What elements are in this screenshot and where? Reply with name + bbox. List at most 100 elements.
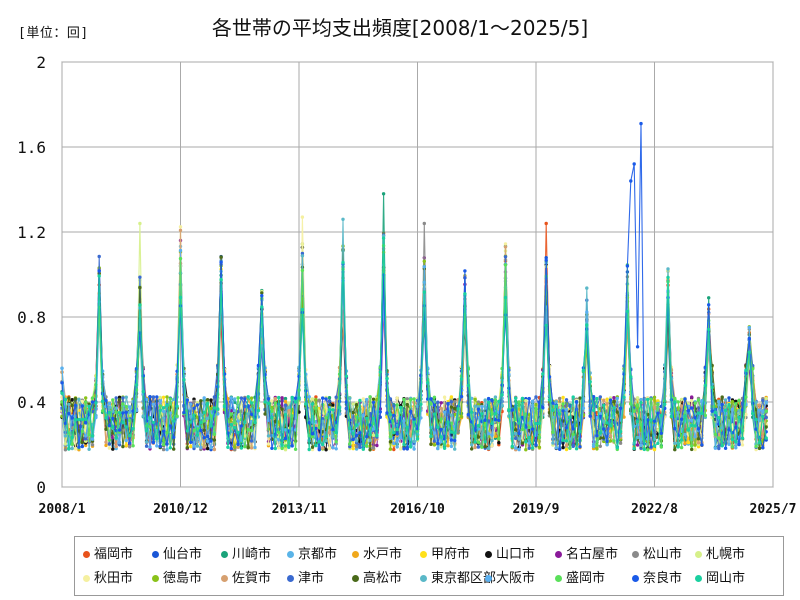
data-point <box>392 404 396 408</box>
data-point <box>754 444 758 449</box>
data-point <box>707 327 711 332</box>
data-point <box>70 416 74 420</box>
data-point <box>236 445 240 449</box>
data-point <box>189 420 193 424</box>
data-point <box>449 405 454 409</box>
legend-label: 秋田市 <box>94 571 134 586</box>
data-point <box>459 414 464 419</box>
data-point <box>727 442 731 446</box>
data-point <box>727 423 731 427</box>
data-point <box>94 415 98 420</box>
data-point <box>398 405 403 410</box>
data-point <box>212 432 217 436</box>
legend-marker <box>287 551 294 558</box>
data-point <box>564 439 569 443</box>
data-point <box>422 221 426 226</box>
y-tick-label: 0 <box>36 478 46 497</box>
data-point <box>229 412 233 416</box>
data-point <box>537 421 542 426</box>
data-point <box>456 430 460 435</box>
data-point <box>717 446 721 451</box>
legend-marker <box>632 575 639 582</box>
legend-label: 京都市 <box>298 547 338 562</box>
data-point <box>385 376 389 381</box>
data-point <box>178 225 183 229</box>
data-point <box>429 402 433 406</box>
data-point <box>371 416 376 420</box>
data-point <box>541 372 545 376</box>
data-point <box>517 421 521 425</box>
data-point <box>84 396 88 400</box>
data-point <box>121 411 125 415</box>
legend-label: 徳島市 <box>163 571 203 586</box>
data-point <box>219 260 223 264</box>
data-point <box>168 446 172 450</box>
legend-marker <box>695 575 702 582</box>
legend-item: 奈良市 <box>632 567 682 586</box>
data-point <box>693 435 697 439</box>
data-point <box>727 403 731 407</box>
data-point <box>233 397 237 401</box>
data-point <box>490 443 494 448</box>
data-point <box>564 398 569 402</box>
data-point <box>233 445 237 449</box>
data-point <box>354 433 359 438</box>
data-point <box>514 446 518 450</box>
data-point <box>571 432 575 437</box>
data-point <box>723 408 728 412</box>
data-point <box>212 447 217 452</box>
data-point <box>111 425 115 429</box>
data-point <box>219 255 223 259</box>
legend-marker <box>287 575 294 582</box>
data-point <box>73 417 78 422</box>
data-point <box>618 429 623 434</box>
data-point <box>730 445 735 449</box>
data-point <box>602 419 606 423</box>
data-point <box>764 409 768 413</box>
data-point <box>558 412 562 416</box>
data-point <box>371 400 376 405</box>
data-point <box>470 410 474 414</box>
data-point <box>439 427 443 432</box>
data-point <box>395 438 399 442</box>
data-point <box>114 436 118 440</box>
data-point <box>192 399 196 404</box>
data-point <box>734 402 738 406</box>
data-point <box>158 404 162 408</box>
data-point <box>67 402 71 406</box>
data-point <box>277 395 281 400</box>
data-point <box>530 427 535 431</box>
data-point <box>517 447 521 452</box>
data-point <box>761 435 765 439</box>
data-point <box>561 402 565 406</box>
data-point <box>185 446 189 450</box>
data-point <box>307 421 311 425</box>
data-point <box>351 437 355 442</box>
legend-label: 大阪市 <box>496 571 536 586</box>
data-point <box>283 410 288 414</box>
data-point <box>351 410 355 415</box>
data-point <box>341 217 345 221</box>
data-point <box>310 432 315 436</box>
data-point <box>111 398 115 402</box>
legend-marker <box>485 575 492 582</box>
data-point <box>493 398 498 402</box>
data-point <box>189 440 193 444</box>
data-point <box>178 228 183 232</box>
data-point <box>233 409 237 413</box>
data-point <box>673 447 677 452</box>
data-point <box>649 418 653 422</box>
data-point <box>432 403 437 407</box>
data-point <box>368 438 372 442</box>
data-point <box>111 416 115 421</box>
data-point <box>233 421 237 425</box>
data-point <box>351 402 355 406</box>
data-point <box>683 425 687 429</box>
data-point <box>527 435 531 440</box>
data-point <box>151 420 156 425</box>
data-point <box>459 377 464 381</box>
legend-item: 佐賀市 <box>221 567 271 586</box>
data-point <box>121 402 125 406</box>
y-tick-label: 1.6 <box>17 138 46 157</box>
data-point <box>388 447 393 451</box>
